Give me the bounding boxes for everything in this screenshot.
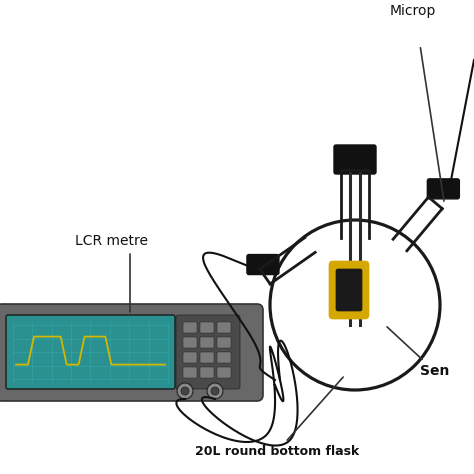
FancyBboxPatch shape (428, 179, 459, 199)
FancyBboxPatch shape (176, 315, 240, 389)
FancyBboxPatch shape (334, 145, 376, 174)
FancyBboxPatch shape (217, 367, 231, 378)
FancyBboxPatch shape (183, 367, 197, 378)
FancyBboxPatch shape (0, 304, 263, 401)
Circle shape (181, 387, 189, 395)
Text: Sen: Sen (387, 327, 449, 378)
FancyBboxPatch shape (329, 261, 369, 319)
FancyBboxPatch shape (247, 255, 279, 274)
FancyBboxPatch shape (217, 322, 231, 333)
FancyBboxPatch shape (200, 367, 214, 378)
Text: LCR metre: LCR metre (75, 234, 148, 312)
FancyBboxPatch shape (200, 322, 214, 333)
FancyBboxPatch shape (336, 269, 362, 311)
FancyBboxPatch shape (183, 322, 197, 333)
Circle shape (211, 387, 219, 395)
FancyBboxPatch shape (200, 352, 214, 363)
FancyBboxPatch shape (200, 337, 214, 348)
FancyBboxPatch shape (6, 315, 175, 389)
Circle shape (207, 383, 223, 399)
FancyBboxPatch shape (183, 337, 197, 348)
FancyBboxPatch shape (217, 352, 231, 363)
Text: 20L round bottom flask: 20L round bottom flask (195, 377, 359, 458)
Circle shape (177, 383, 193, 399)
FancyBboxPatch shape (217, 337, 231, 348)
Text: Microp: Microp (390, 4, 437, 18)
FancyBboxPatch shape (183, 352, 197, 363)
